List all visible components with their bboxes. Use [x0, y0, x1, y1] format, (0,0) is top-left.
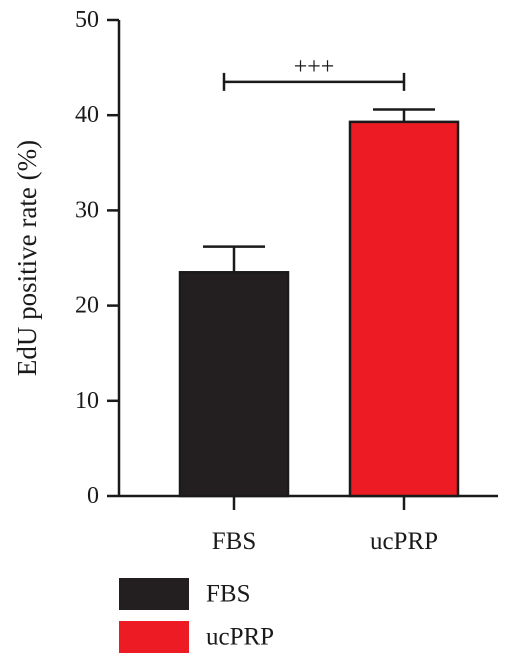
y-tick-label: 10 — [75, 388, 99, 414]
significance-annotation: +++ — [222, 54, 406, 91]
x-tick-label: FBS — [212, 528, 256, 555]
y-axis-title: EdU positive rate (%) — [12, 140, 42, 376]
y-tick-label: 20 — [75, 293, 99, 319]
x-tick-label: ucPRP — [370, 528, 438, 555]
legend-label-ucprp: ucPRP — [206, 624, 274, 651]
y-axis-ticks: 0 10 20 30 40 50 — [75, 7, 119, 509]
x-axis-ticks: FBS ucPRP — [212, 496, 438, 555]
legend-swatch-ucprp — [119, 621, 189, 653]
bars-group — [178, 108, 460, 498]
y-tick-label: 40 — [75, 102, 99, 128]
bar-fbs — [178, 271, 290, 498]
legend: FBS ucPRP — [119, 578, 274, 653]
y-tick-label: 0 — [87, 483, 99, 509]
legend-swatch-fbs — [119, 578, 189, 610]
legend-label-fbs: FBS — [206, 581, 250, 608]
y-tick-label: 50 — [75, 7, 99, 33]
significance-label: +++ — [294, 54, 335, 80]
y-tick-label: 30 — [75, 197, 99, 223]
bar-ucprp — [348, 120, 460, 498]
